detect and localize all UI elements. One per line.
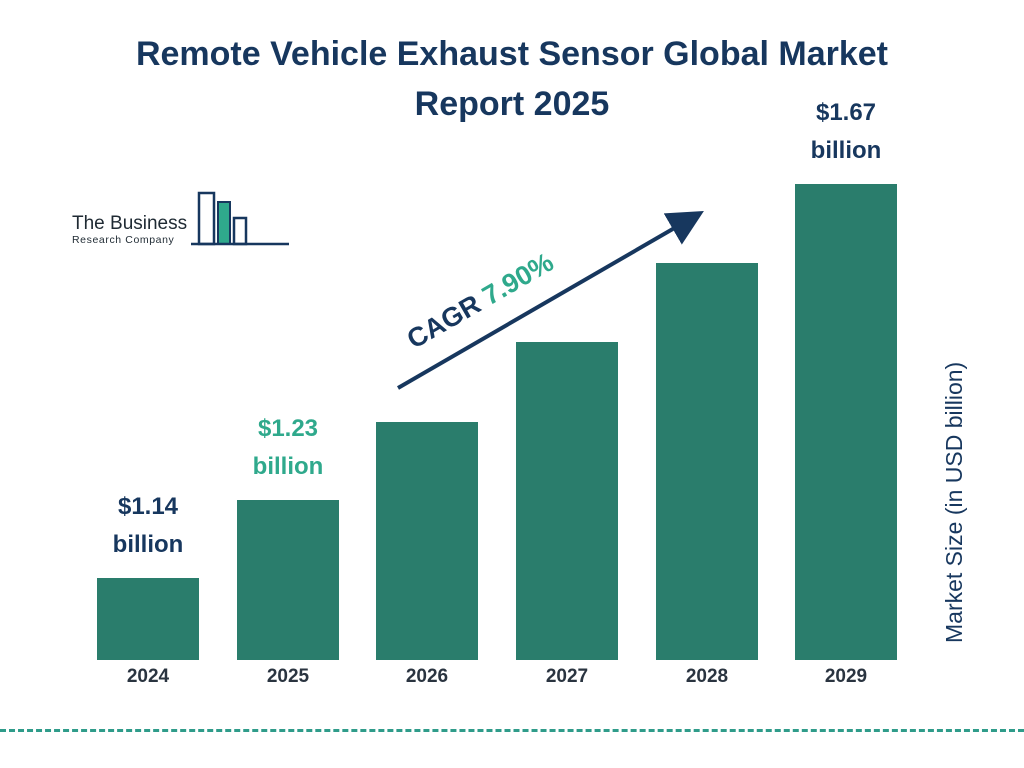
logo-text: The Business Research Company <box>72 214 187 256</box>
logo-text-line1: The Business <box>72 213 188 234</box>
x-tick-label-2025: 2025 <box>266 666 310 687</box>
bar-2028 <box>656 263 758 660</box>
bar-2029 <box>795 184 897 660</box>
chart-title: Remote Vehicle Exhaust Sensor Global Mar… <box>135 35 889 123</box>
y-axis-label: Market Size (in USD billion) <box>941 361 967 643</box>
x-tick-label-2024: 2024 <box>126 666 170 687</box>
bar-2025 <box>237 500 339 660</box>
value-label-2029: $1.67 billion <box>810 99 882 164</box>
bar-2026 <box>376 422 478 660</box>
bar-chart-logo-icon <box>191 191 290 246</box>
bottom-dashed-divider <box>0 729 1024 732</box>
bar-2027 <box>516 342 618 660</box>
value-label-2024: $1.14 billion <box>112 493 184 558</box>
x-tick-label-2026: 2026 <box>405 666 449 687</box>
company-logo: The Business Research Company <box>72 190 291 256</box>
bar-2024 <box>97 578 199 660</box>
x-tick-label-2027: 2027 <box>545 666 589 687</box>
logo-text-line2: Research Company <box>72 234 175 246</box>
x-tick-label-2028: 2028 <box>685 666 729 687</box>
x-tick-label-2029: 2029 <box>824 666 868 687</box>
value-label-2025: $1.23 billion <box>252 415 324 480</box>
